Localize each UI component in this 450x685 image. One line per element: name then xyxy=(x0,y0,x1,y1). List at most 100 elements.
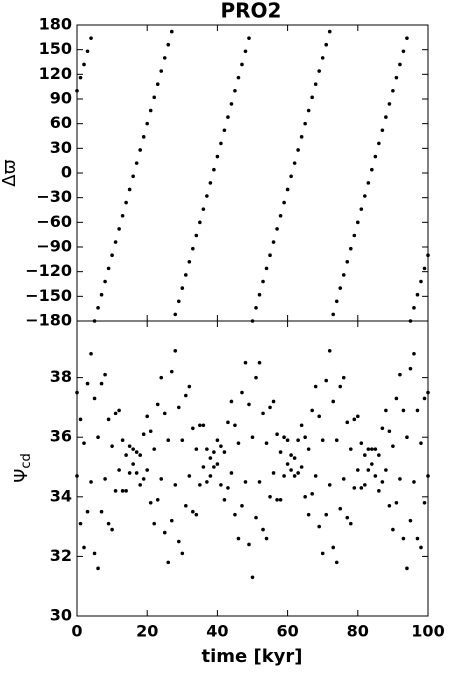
data-point xyxy=(405,566,409,571)
data-point xyxy=(240,390,244,395)
data-point xyxy=(394,500,399,505)
y-tick-label: 30 xyxy=(50,138,72,157)
data-point xyxy=(96,566,100,571)
data-point xyxy=(320,56,325,60)
data-point xyxy=(338,506,343,511)
data-point xyxy=(247,36,251,40)
data-point xyxy=(296,148,300,152)
data-point xyxy=(408,319,413,323)
data-point xyxy=(243,360,248,365)
data-point xyxy=(247,402,251,407)
y-tick-label: 34 xyxy=(50,486,72,505)
data-point xyxy=(205,194,209,198)
data-point xyxy=(113,240,118,244)
data-point xyxy=(408,518,413,523)
y-tick-label: 30 xyxy=(50,606,72,625)
data-point xyxy=(78,417,83,422)
data-point xyxy=(306,108,311,113)
data-point xyxy=(373,474,378,478)
data-point xyxy=(313,474,318,478)
data-point xyxy=(169,518,174,523)
data-point xyxy=(194,447,199,451)
data-point xyxy=(401,49,406,54)
data-point xyxy=(338,286,343,290)
data-point xyxy=(415,536,420,541)
data-point xyxy=(233,512,237,517)
data-point xyxy=(75,390,79,395)
data-point xyxy=(215,462,220,466)
data-point xyxy=(412,351,416,356)
data-point xyxy=(205,480,209,484)
data-point xyxy=(152,95,157,100)
data-point xyxy=(134,161,139,165)
data-point xyxy=(296,438,300,442)
data-point xyxy=(236,75,241,80)
data-point xyxy=(155,497,160,502)
data-point xyxy=(124,453,128,457)
data-point xyxy=(384,115,388,119)
data-point xyxy=(250,319,255,323)
data-point xyxy=(310,95,314,100)
data-point xyxy=(201,423,206,428)
data-point xyxy=(194,512,199,517)
data-point xyxy=(173,312,178,317)
data-point xyxy=(103,279,107,284)
data-point xyxy=(377,453,381,457)
data-point xyxy=(131,174,135,179)
data-point xyxy=(127,187,132,192)
data-point xyxy=(208,181,213,185)
data-point xyxy=(391,88,395,93)
data-point xyxy=(229,471,234,475)
data-point xyxy=(240,62,244,67)
data-point xyxy=(145,468,149,472)
data-point xyxy=(419,441,423,445)
data-point xyxy=(250,435,255,440)
data-point xyxy=(282,474,286,478)
data-point xyxy=(89,351,93,356)
data-point xyxy=(320,551,325,556)
data-point xyxy=(75,88,79,93)
data-point xyxy=(408,366,413,371)
data-point xyxy=(180,286,185,290)
data-point xyxy=(271,240,276,244)
data-point xyxy=(243,49,248,54)
y-tick-label: 150 xyxy=(39,39,72,58)
data-point xyxy=(117,468,121,472)
axes-frame xyxy=(76,24,429,322)
data-point xyxy=(212,167,216,172)
data-point xyxy=(338,384,343,389)
data-point xyxy=(184,273,188,277)
data-point xyxy=(236,441,241,445)
y-axis-label-subscript: cd xyxy=(19,453,34,468)
data-point xyxy=(299,465,304,469)
data-point xyxy=(401,536,406,541)
x-tick-label: 60 xyxy=(276,622,298,641)
data-point xyxy=(191,246,195,251)
data-point xyxy=(134,471,139,475)
data-point xyxy=(313,384,318,389)
data-point xyxy=(398,62,402,67)
data-point xyxy=(75,474,79,478)
data-point xyxy=(92,319,97,323)
data-point xyxy=(271,471,276,475)
data-point xyxy=(212,465,216,469)
data-point xyxy=(324,42,329,47)
y-tick-label: 90 xyxy=(50,89,72,108)
data-point xyxy=(359,486,364,490)
data-point xyxy=(415,292,420,297)
data-point xyxy=(278,213,283,218)
data-point xyxy=(254,375,258,380)
data-point xyxy=(334,299,339,304)
data-point xyxy=(184,393,188,398)
data-point xyxy=(176,539,181,544)
data-point xyxy=(198,483,202,487)
data-point xyxy=(166,438,171,442)
data-point xyxy=(131,462,135,466)
data-point xyxy=(317,414,321,419)
data-point xyxy=(173,483,178,487)
data-point xyxy=(106,417,111,422)
data-point xyxy=(226,420,230,425)
data-point xyxy=(219,483,223,487)
data-point xyxy=(317,524,321,529)
data-point xyxy=(285,187,290,192)
